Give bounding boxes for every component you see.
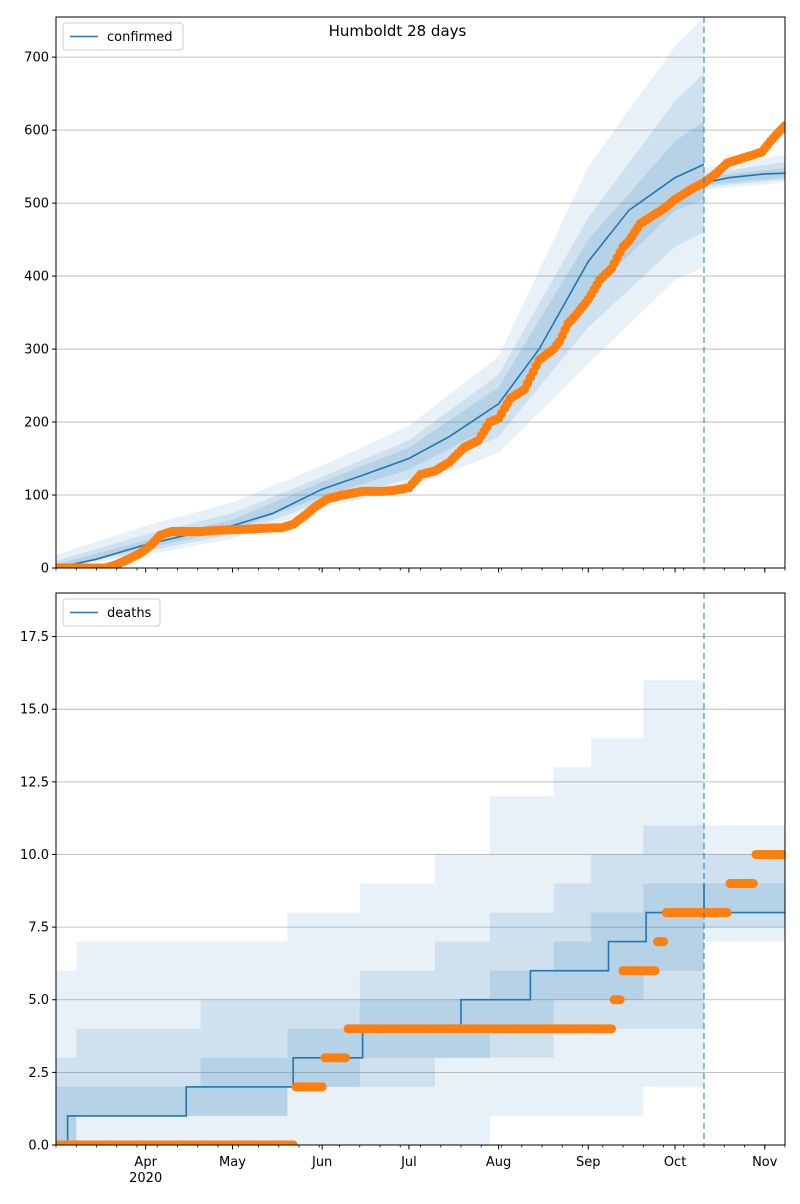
deaths-xtick-label: Sep [576,1155,601,1170]
confirmed-ytick-label: 500 [24,197,49,212]
deaths-xtick-year-label: 2020 [129,1171,162,1186]
confirmed-ytick-label: 0 [41,562,49,577]
confirmed-observed-point [780,121,785,131]
confirmed-model-line [56,163,705,568]
deaths-xtick-label: May [219,1155,246,1170]
deaths-band-inner [56,796,704,1145]
deaths-plot-area [56,593,785,1145]
confirmed-legend-box [62,22,184,51]
confirmed-legend: confirmed [62,22,184,51]
deaths-band-middle [56,738,704,1145]
deaths-observed-point [748,878,758,889]
confirmed-ytick-label: 700 [24,51,49,66]
deaths-ytick-label: 5.0 [28,993,49,1008]
confirmed-ytick-label: 600 [24,124,49,139]
deaths-observed-point [780,849,785,860]
deaths-observed-point [722,908,732,918]
deaths-observed-point [650,966,660,976]
deaths-xtick-label: Jun [311,1155,332,1170]
confirmed-forecast-band-outer [704,154,785,190]
confirmed-chart-title: Humboldt 28 days [329,22,467,40]
deaths-ytick-label: 10.0 [20,848,49,863]
deaths-xtick-label: Apr [134,1155,157,1170]
deaths-legend: deaths [62,598,161,627]
deaths-band-outer [56,593,704,1145]
deaths-observed-point [658,937,669,947]
deaths-ytick-label: 15.0 [20,703,49,718]
deaths-observed-point [606,1024,617,1034]
deaths-observed-point [340,1053,350,1063]
deaths-xtick-label: Nov [752,1155,778,1170]
deaths-xtick-label: Aug [486,1155,511,1170]
deaths-observed-point [317,1082,327,1092]
deaths-xtick-label: Jul [400,1155,417,1170]
confirmed-band-outer [56,17,704,568]
deaths-ytick-label: 0.0 [28,1139,49,1154]
confirmed-plot-area [56,17,785,568]
deaths-observed-point [615,995,625,1005]
deaths-ytick-label: 17.5 [20,630,49,645]
confirmed-panel: 0 100 200 300 400 500 600 700 confirmed Humboldt … [24,16,786,577]
deaths-ytick-label: 2.5 [28,1066,49,1081]
deaths-ytick-label: 7.5 [28,921,49,936]
confirmed-ytick-label: 300 [24,343,49,358]
deaths-legend-box [62,598,161,627]
deaths-ytick-label: 12.5 [20,775,49,790]
confirmed-legend-label: confirmed [107,30,173,45]
confirmed-forecast-band-middle [704,162,785,187]
deaths-observed-point [288,1140,298,1145]
confirmed-ytick-label: 100 [24,489,49,504]
confirmed-forecast-line [703,172,785,184]
deaths-xtick-label: Oct [664,1155,686,1170]
confirmed-ytick-label: 400 [24,270,49,285]
deaths-forecast-band-inner [704,883,785,913]
confirmed-ytick-label: 200 [24,416,49,431]
deaths-legend-label: deaths [107,606,152,621]
